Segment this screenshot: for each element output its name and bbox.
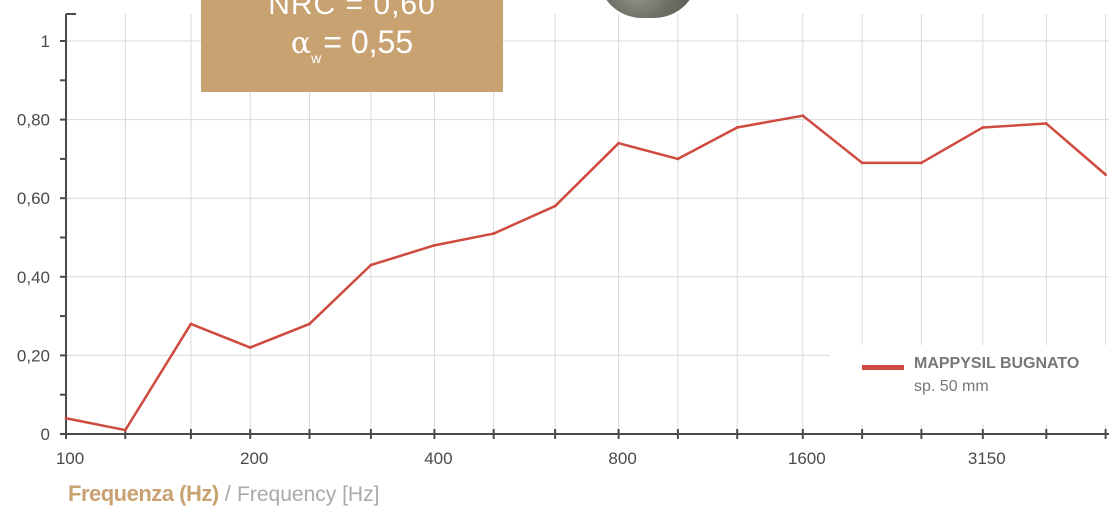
x-tick-label: 100 (56, 449, 84, 468)
tick-labels: 0 0,20 0,40 0,60 0,80 1 100 200 400 800 1600 3150 (17, 32, 1006, 468)
x-axis-title-italian: Frequenza (Hz) (68, 481, 219, 506)
x-tick-label: 3150 (968, 449, 1006, 468)
alpha-subscript: w (311, 50, 322, 66)
data-point (189, 322, 193, 326)
y-tick-label: 0 (41, 425, 50, 444)
data-point (735, 126, 739, 129)
nrc-value: NRC = 0,60 (268, 0, 436, 21)
data-point (1044, 122, 1048, 125)
data-point (248, 346, 252, 349)
alpha-number: = 0,55 (323, 24, 414, 60)
data-point (123, 428, 127, 432)
data-point (492, 232, 496, 235)
data-point (433, 243, 436, 247)
y-tick-label: 0,80 (17, 111, 50, 130)
x-axis-title-separator: / (218, 481, 238, 506)
x-axis-title: Frequenza (Hz) / Frequency [Hz] (68, 481, 379, 507)
series-layer (64, 114, 1107, 432)
data-point (553, 204, 557, 208)
data-point (369, 263, 373, 267)
x-tick-label: 400 (424, 449, 452, 468)
data-point (617, 141, 620, 145)
stone-sample-image (598, 0, 698, 18)
axes (60, 13, 1109, 439)
alpha-w-value: αw= 0,55 (291, 24, 413, 76)
x-tick-label: 1600 (788, 449, 826, 468)
legend-series-sub: sp. 50 mm (914, 378, 989, 395)
alpha-symbol: α (290, 26, 312, 61)
acoustic-rating-badge: NRC = 0,60 αw= 0,55 (201, 0, 503, 92)
data-point (981, 126, 985, 129)
legend-background (830, 345, 1109, 425)
y-tick-label: 0,40 (17, 268, 50, 287)
x-tick-label: 800 (608, 449, 636, 468)
y-tick-label: 0,20 (17, 346, 50, 365)
y-tick-label: 1 (41, 32, 50, 51)
y-tick-label: 0,60 (17, 189, 50, 208)
data-point (801, 114, 805, 118)
series-line-mappysil-bugnato (65, 114, 1107, 432)
legend-swatch (862, 365, 904, 370)
legend-series-name: MAPPYSIL BUGNATO (914, 355, 1080, 372)
x-axis-title-english: Frequency [Hz] (237, 483, 380, 506)
data-point (860, 161, 864, 165)
data-point (308, 322, 311, 326)
data-point (64, 416, 68, 420)
data-point (919, 161, 923, 165)
data-point (676, 157, 680, 161)
x-tick-label: 200 (240, 449, 268, 468)
data-point (1104, 173, 1107, 177)
